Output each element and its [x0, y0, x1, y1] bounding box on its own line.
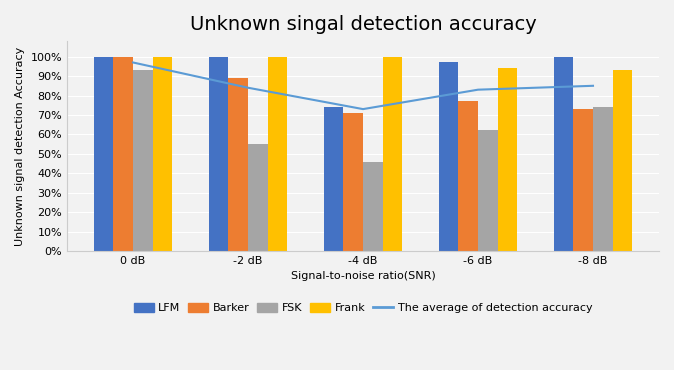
- X-axis label: Signal-to-noise ratio(SNR): Signal-to-noise ratio(SNR): [290, 271, 435, 281]
- Bar: [152, 57, 172, 251]
- Bar: [113, 57, 133, 251]
- Title: Unknown singal detection accuracy: Unknown singal detection accuracy: [189, 15, 537, 34]
- Bar: [383, 57, 402, 251]
- Bar: [439, 63, 458, 251]
- The average of detection accuracy: [129, 60, 137, 65]
- The average of detection accuracy: [474, 87, 482, 92]
- Bar: [554, 57, 574, 251]
- Bar: [478, 131, 497, 251]
- The average of detection accuracy: [244, 85, 252, 90]
- Bar: [497, 68, 517, 251]
- Legend: LFM, Barker, FSK, Frank, The average of detection accuracy: LFM, Barker, FSK, Frank, The average of …: [129, 299, 596, 318]
- The average of detection accuracy: [589, 84, 597, 88]
- Bar: [133, 70, 152, 251]
- Bar: [574, 109, 593, 251]
- Bar: [363, 162, 383, 251]
- Bar: [613, 70, 632, 251]
- Bar: [94, 57, 113, 251]
- Bar: [593, 107, 613, 251]
- Y-axis label: Unknown signal detection Accuracy: Unknown signal detection Accuracy: [15, 46, 25, 246]
- Bar: [248, 144, 268, 251]
- The average of detection accuracy: [359, 107, 367, 111]
- Line: The average of detection accuracy: The average of detection accuracy: [133, 63, 593, 109]
- Bar: [324, 107, 344, 251]
- Bar: [209, 57, 228, 251]
- Bar: [268, 57, 287, 251]
- Bar: [458, 101, 478, 251]
- Bar: [228, 78, 248, 251]
- Bar: [344, 113, 363, 251]
